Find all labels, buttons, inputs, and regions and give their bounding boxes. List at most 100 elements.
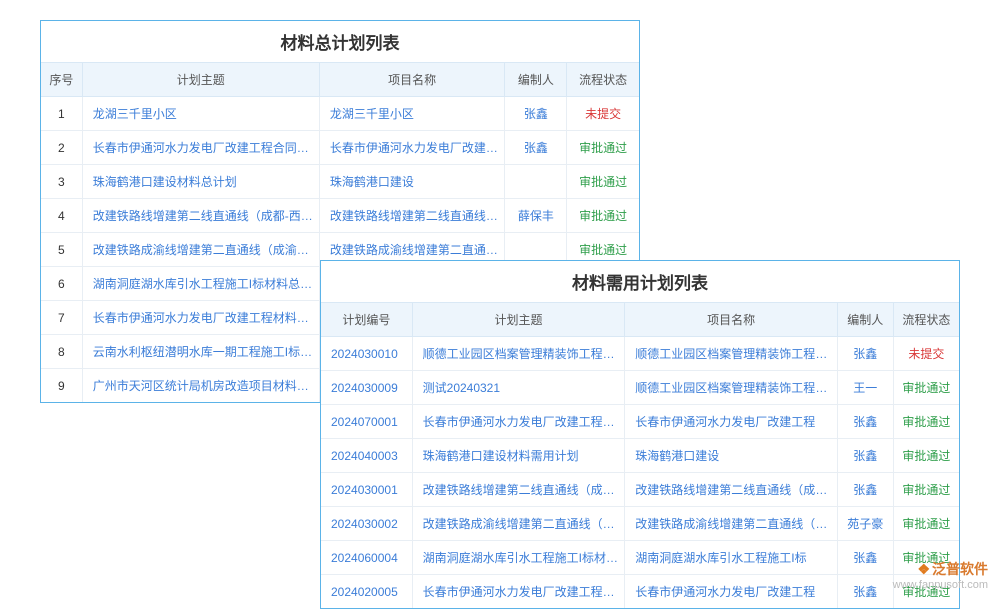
cell-status: 审批通过 <box>893 507 959 541</box>
cell-topic[interactable]: 湖南洞庭湖水库引水工程施工I标材… <box>412 541 625 575</box>
table2-col-2: 项目名称 <box>625 303 838 337</box>
cell-author[interactable]: 薛保丰 <box>505 199 567 233</box>
cell-topic[interactable]: 改建铁路线增建第二线直通线（成都-西安）… <box>82 199 319 233</box>
table2-col-1: 计划主题 <box>412 303 625 337</box>
table1-col-4: 流程状态 <box>567 63 639 97</box>
table1-col-2: 项目名称 <box>319 63 505 97</box>
cell-code[interactable]: 2024030002 <box>321 507 412 541</box>
cell-topic[interactable]: 珠海鹤港口建设材料总计划 <box>82 165 319 199</box>
watermark-brand: ❖泛普软件 <box>893 560 988 578</box>
cell-status: 审批通过 <box>567 131 639 165</box>
cell-status: 审批通过 <box>893 439 959 473</box>
cell-no: 7 <box>41 301 82 335</box>
cell-status: 审批通过 <box>893 473 959 507</box>
cell-topic[interactable]: 长春市伊通河水力发电厂改建工程合同材料… <box>82 131 319 165</box>
table-row[interactable]: 2024020005长春市伊通河水力发电厂改建工程材…长春市伊通河水力发电厂改建… <box>321 575 959 609</box>
panel2-title: 材料需用计划列表 <box>321 261 959 303</box>
cell-topic[interactable]: 改建铁路线增建第二线直通线（成都… <box>412 473 625 507</box>
cell-topic[interactable]: 广州市天河区统计局机房改造项目材料总计划 <box>82 369 319 403</box>
table-row[interactable]: 2长春市伊通河水力发电厂改建工程合同材料…长春市伊通河水力发电厂改建工程张鑫审批… <box>41 131 639 165</box>
table1-col-0: 序号 <box>41 63 82 97</box>
cell-no: 8 <box>41 335 82 369</box>
cell-author[interactable]: 王一 <box>837 371 893 405</box>
material-demand-plan-table: 计划编号计划主题项目名称编制人流程状态 2024030010顺德工业园区档案管理… <box>321 303 959 608</box>
cell-project[interactable]: 顺德工业园区档案管理精装饰工程（… <box>625 337 838 371</box>
cell-topic[interactable]: 顺德工业园区档案管理精装饰工程（… <box>412 337 625 371</box>
cell-project[interactable]: 珠海鹤港口建设 <box>625 439 838 473</box>
cell-topic[interactable]: 改建铁路成渝线增建第二直通线（成… <box>412 507 625 541</box>
cell-topic[interactable]: 改建铁路成渝线增建第二直通线（成渝枢纽… <box>82 233 319 267</box>
cell-no: 5 <box>41 233 82 267</box>
cell-project[interactable]: 湖南洞庭湖水库引水工程施工I标 <box>625 541 838 575</box>
cell-status: 审批通过 <box>893 405 959 439</box>
cell-code[interactable]: 2024020005 <box>321 575 412 609</box>
cell-author[interactable]: 张鑫 <box>837 575 893 609</box>
table-row[interactable]: 2024040003珠海鹤港口建设材料需用计划珠海鹤港口建设张鑫审批通过 <box>321 439 959 473</box>
cell-code[interactable]: 2024070001 <box>321 405 412 439</box>
cell-code[interactable]: 2024030010 <box>321 337 412 371</box>
table-row[interactable]: 2024060004湖南洞庭湖水库引水工程施工I标材…湖南洞庭湖水库引水工程施工… <box>321 541 959 575</box>
panel1-title: 材料总计划列表 <box>41 21 639 63</box>
cell-author[interactable]: 张鑫 <box>505 131 567 165</box>
cell-no: 4 <box>41 199 82 233</box>
cell-project[interactable]: 长春市伊通河水力发电厂改建工程 <box>625 575 838 609</box>
cell-project[interactable]: 珠海鹤港口建设 <box>319 165 505 199</box>
table-row[interactable]: 2024030001改建铁路线增建第二线直通线（成都…改建铁路线增建第二线直通线… <box>321 473 959 507</box>
table2-col-4: 流程状态 <box>893 303 959 337</box>
table-row[interactable]: 2024030010顺德工业园区档案管理精装饰工程（…顺德工业园区档案管理精装饰… <box>321 337 959 371</box>
cell-topic[interactable]: 湖南洞庭湖水库引水工程施工I标材料总计划 <box>82 267 319 301</box>
cell-project[interactable]: 龙湖三千里小区 <box>319 97 505 131</box>
material-demand-plan-panel: 材料需用计划列表 计划编号计划主题项目名称编制人流程状态 2024030010顺… <box>320 260 960 609</box>
table-row[interactable]: 2024070001长春市伊通河水力发电厂改建工程合…长春市伊通河水力发电厂改建… <box>321 405 959 439</box>
cell-project[interactable]: 长春市伊通河水力发电厂改建工程 <box>625 405 838 439</box>
table-row[interactable]: 4改建铁路线增建第二线直通线（成都-西安）…改建铁路线增建第二线直通线（…薛保丰… <box>41 199 639 233</box>
cell-status: 审批通过 <box>567 199 639 233</box>
cell-topic[interactable]: 龙湖三千里小区 <box>82 97 319 131</box>
cell-author[interactable]: 张鑫 <box>837 439 893 473</box>
cell-author[interactable]: 张鑫 <box>837 541 893 575</box>
cell-code[interactable]: 2024030001 <box>321 473 412 507</box>
cell-project[interactable]: 长春市伊通河水力发电厂改建工程 <box>319 131 505 165</box>
cell-author[interactable] <box>505 165 567 199</box>
cell-author[interactable]: 张鑫 <box>837 473 893 507</box>
table-row[interactable]: 1龙湖三千里小区龙湖三千里小区张鑫未提交 <box>41 97 639 131</box>
cell-status: 未提交 <box>893 337 959 371</box>
table1-col-1: 计划主题 <box>82 63 319 97</box>
table-row[interactable]: 3珠海鹤港口建设材料总计划珠海鹤港口建设 审批通过 <box>41 165 639 199</box>
cell-no: 6 <box>41 267 82 301</box>
cell-no: 1 <box>41 97 82 131</box>
cell-code[interactable]: 2024040003 <box>321 439 412 473</box>
table1-col-3: 编制人 <box>505 63 567 97</box>
cell-code[interactable]: 2024030009 <box>321 371 412 405</box>
cell-topic[interactable]: 测试20240321 <box>412 371 625 405</box>
table2-col-0: 计划编号 <box>321 303 412 337</box>
cell-project[interactable]: 改建铁路线增建第二线直通线（… <box>319 199 505 233</box>
cell-code[interactable]: 2024060004 <box>321 541 412 575</box>
cell-status: 审批通过 <box>893 371 959 405</box>
cell-project[interactable]: 顺德工业园区档案管理精装饰工程（… <box>625 371 838 405</box>
table2-col-3: 编制人 <box>837 303 893 337</box>
cell-topic[interactable]: 云南水利枢纽潜明水库一期工程施工I标材料… <box>82 335 319 369</box>
table1-header-row: 序号计划主题项目名称编制人流程状态 <box>41 63 639 97</box>
cell-topic[interactable]: 珠海鹤港口建设材料需用计划 <box>412 439 625 473</box>
cell-no: 9 <box>41 369 82 403</box>
cell-topic[interactable]: 长春市伊通河水力发电厂改建工程材料总计划 <box>82 301 319 335</box>
watermark: ❖泛普软件 www.fanpusoft.com <box>893 560 988 592</box>
cell-project[interactable]: 改建铁路线增建第二线直通线（成都… <box>625 473 838 507</box>
cell-no: 3 <box>41 165 82 199</box>
cell-topic[interactable]: 长春市伊通河水力发电厂改建工程合… <box>412 405 625 439</box>
cell-author[interactable]: 苑子豪 <box>837 507 893 541</box>
cell-author[interactable]: 张鑫 <box>505 97 567 131</box>
cell-status: 未提交 <box>567 97 639 131</box>
cell-status: 审批通过 <box>567 165 639 199</box>
cell-no: 2 <box>41 131 82 165</box>
table-row[interactable]: 2024030009测试20240321顺德工业园区档案管理精装饰工程（…王一审… <box>321 371 959 405</box>
cell-author[interactable]: 张鑫 <box>837 337 893 371</box>
table-row[interactable]: 2024030002改建铁路成渝线增建第二直通线（成…改建铁路成渝线增建第二直通… <box>321 507 959 541</box>
cell-project[interactable]: 改建铁路成渝线增建第二直通线（成… <box>625 507 838 541</box>
table2-header-row: 计划编号计划主题项目名称编制人流程状态 <box>321 303 959 337</box>
cell-topic[interactable]: 长春市伊通河水力发电厂改建工程材… <box>412 575 625 609</box>
logo-icon: ❖ <box>917 561 930 577</box>
cell-author[interactable]: 张鑫 <box>837 405 893 439</box>
watermark-url: www.fanpusoft.com <box>893 578 988 592</box>
